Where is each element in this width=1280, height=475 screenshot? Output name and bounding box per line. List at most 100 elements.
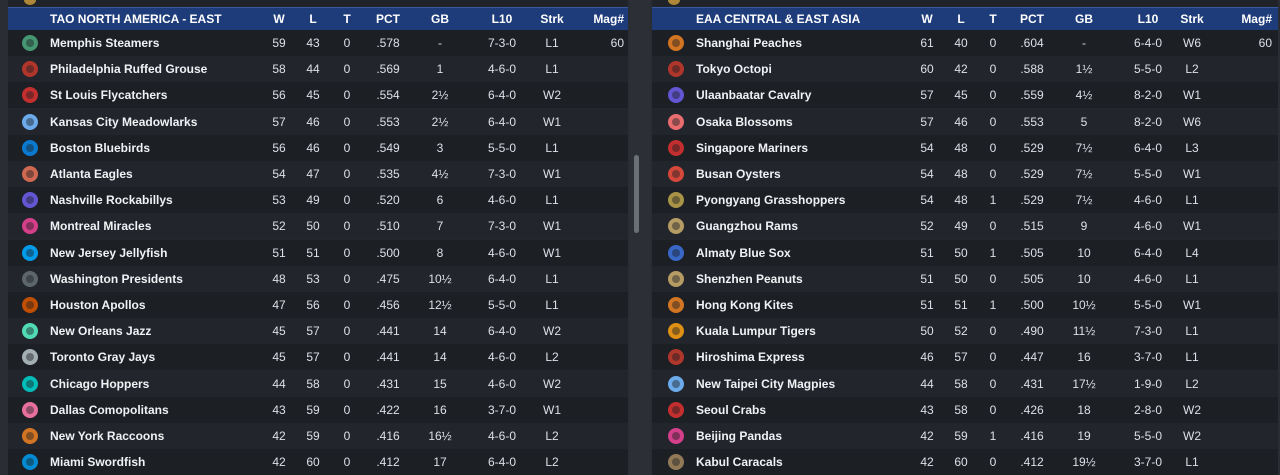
team-name-link[interactable]: Kansas City Meadowlarks	[50, 114, 198, 129]
col-w-header[interactable]: W	[921, 12, 933, 26]
team-row[interactable]: St Louis Flycatchers 56 45 0 .554 2½ 6-4-0 W2	[8, 82, 628, 109]
team-name-link[interactable]: Memphis Steamers	[50, 36, 160, 50]
team-row[interactable]: Guangzhou Rams 52 49 0 .515 9 4-6-0 W1	[652, 213, 1278, 240]
division-header: TAO NORTH AMERICA - EAST W L T PCT GB L1…	[8, 7, 628, 30]
team-row[interactable]: Kansas City Meadowlarks 57 46 0 .553 2½ 6-4-0 W…	[8, 108, 628, 135]
team-row[interactable]: Busan Oysters 54 48 0 .529 7½ 5-5-0 W1	[652, 161, 1278, 187]
team-row[interactable]: Shanghai Peaches 61 40 0 .604 - 6-4-0 W6 60	[652, 30, 1278, 56]
team-name-link[interactable]: Montreal Miracles	[50, 219, 152, 234]
team-name-link[interactable]: Miami Swordfish	[50, 455, 146, 470]
team-row[interactable]: Washington Presidents 48 53 0 .475 10½ 6-4-0 L1	[8, 265, 628, 292]
team-name-link[interactable]: New Orleans Jazz	[50, 324, 152, 339]
team-row[interactable]: New Taipei City Magpies 44 58 0 .431 17½ 1-9-0…	[652, 370, 1278, 397]
team-row[interactable]: Atlanta Eagles 54 47 0 .535 4½ 7-3-0 W1	[8, 161, 628, 187]
team-row[interactable]: New Orleans Jazz 45 57 0 .441 14 6-4-0 W2	[8, 318, 628, 345]
col-t-header[interactable]: T	[343, 12, 351, 26]
cell-w: 46	[920, 350, 934, 365]
team-name-link[interactable]: Dallas Comopolitans	[50, 402, 169, 417]
team-name-link[interactable]: Ulaanbaatar Cavalry	[696, 88, 812, 103]
team-row[interactable]: Houston Apollos 47 56 0 .456 12½ 5-5-0 L1	[8, 292, 628, 318]
cell-strk: L2	[1185, 376, 1199, 391]
team-name-link[interactable]: Osaka Blossoms	[696, 114, 793, 129]
team-row[interactable]: Ulaanbaatar Cavalry 57 45 0 .559 4½ 8-2-0 W1	[652, 82, 1278, 109]
team-row[interactable]: Philadelphia Ruffed Grouse 58 44 0 .569 1 4-6-…	[8, 56, 628, 83]
team-row[interactable]: Nashville Rockabillys 53 49 0 .520 6 4-6-0 L1	[8, 187, 628, 214]
team-name-link[interactable]: New Taipei City Magpies	[696, 376, 836, 391]
team-row[interactable]: Osaka Blossoms 57 46 0 .553 5 8-2-0 W6	[652, 108, 1278, 135]
team-row[interactable]: Beijing Pandas 42 59 1 .416 19 5-5-0 W2	[652, 423, 1278, 449]
col-gb-header[interactable]: GB	[1075, 12, 1093, 26]
cell-pct: .569	[376, 62, 400, 77]
col-mag-header[interactable]: Mag#	[1241, 12, 1272, 26]
team-name-link[interactable]: New Jersey Jellyfish	[50, 245, 168, 260]
col-pct-header[interactable]: PCT	[1020, 12, 1044, 26]
team-row[interactable]: Singapore Mariners 54 48 0 .529 7½ 6-4-0 L3	[652, 134, 1278, 161]
team-row[interactable]: Dallas Comopolitans 43 59 0 .422 16 3-7-0 W1	[8, 396, 628, 423]
team-name-link[interactable]: Houston Apollos	[50, 298, 146, 312]
team-name-link[interactable]: Atlanta Eagles	[50, 167, 133, 181]
cell-w: 57	[920, 88, 934, 103]
col-gb-header[interactable]: GB	[431, 12, 449, 26]
team-row[interactable]: Kuala Lumpur Tigers 50 52 0 .490 11½ 7-3-0 L1	[652, 318, 1278, 345]
team-name-link[interactable]: Nashville Rockabillys	[50, 193, 173, 208]
col-l10-header[interactable]: L10	[1137, 12, 1159, 26]
cell-strk: W1	[1183, 298, 1201, 312]
team-name-link[interactable]: Seoul Crabs	[696, 402, 767, 417]
col-w-header[interactable]: W	[273, 12, 285, 26]
team-name-link[interactable]: Beijing Pandas	[696, 429, 783, 443]
team-name-link[interactable]: Singapore Mariners	[696, 140, 809, 155]
team-row[interactable]: Tokyo Octopi 60 42 0 .588 1½ 5-5-0 L2	[652, 56, 1278, 83]
team-name-link[interactable]: Kabul Caracals	[696, 455, 783, 470]
col-l10-header[interactable]: L10	[491, 12, 513, 26]
team-row[interactable]: Montreal Miracles 52 50 0 .510 7 7-3-0 W1	[8, 213, 628, 240]
team-row[interactable]: Hiroshima Express 46 57 0 .447 16 3-7-0 L1	[652, 344, 1278, 371]
team-row[interactable]: Memphis Steamers 59 43 0 .578 - 7-3-0 L1 60	[8, 30, 628, 56]
team-name-link[interactable]: Shenzhen Peanuts	[696, 271, 803, 286]
cell-strk: L1	[1185, 193, 1199, 208]
team-name-link[interactable]: St Louis Flycatchers	[50, 88, 168, 103]
team-name-link[interactable]: Tokyo Octopi	[696, 62, 772, 77]
col-l-header[interactable]: L	[309, 12, 317, 26]
team-name-link[interactable]: Shanghai Peaches	[696, 36, 803, 50]
cell-pct: .500	[1020, 298, 1044, 312]
team-name-link[interactable]: Toronto Gray Jays	[50, 350, 156, 365]
team-row[interactable]: Miami Swordfish 42 60 0 .412 17 6-4-0 L2	[8, 449, 628, 475]
team-name-link[interactable]: Hiroshima Express	[696, 350, 805, 365]
team-name-link[interactable]: Kuala Lumpur Tigers	[696, 324, 816, 339]
cell-t: 0	[343, 167, 351, 181]
team-row[interactable]: Hong Kong Kites 51 51 1 .500 10½ 5-5-0 W1	[652, 292, 1278, 318]
cell-l10: 8-2-0	[1133, 88, 1162, 103]
team-row[interactable]: Shenzhen Peanuts 51 50 0 .505 10 4-6-0 L1	[652, 265, 1278, 292]
team-row[interactable]: Almaty Blue Sox 51 50 1 .505 10 6-4-0 L4	[652, 239, 1278, 266]
team-name-link[interactable]: Guangzhou Rams	[696, 219, 799, 234]
cell-strk: W1	[543, 402, 561, 417]
team-name-link[interactable]: Chicago Hoppers	[50, 376, 150, 391]
team-row[interactable]: Boston Bluebirds 56 46 0 .549 3 5-5-0 L1	[8, 134, 628, 161]
team-row[interactable]: Seoul Crabs 43 58 0 .426 18 2-8-0 W2	[652, 396, 1278, 423]
cell-l: 58	[954, 376, 968, 391]
team-row[interactable]: Kabul Caracals 42 60 0 .412 19½ 3-7-0 L1	[652, 449, 1278, 475]
team-row[interactable]: New York Raccoons 42 59 0 .416 16½ 4-6-0 L2	[8, 423, 628, 449]
team-name-link[interactable]: Pyongyang Grasshoppers	[696, 193, 846, 208]
col-t-header[interactable]: T	[989, 12, 997, 26]
team-name-link[interactable]: Hong Kong Kites	[696, 298, 794, 312]
cell-l10: 4-6-0	[1133, 271, 1162, 286]
team-name-link[interactable]: Philadelphia Ruffed Grouse	[50, 62, 208, 77]
team-name-link[interactable]: Almaty Blue Sox	[696, 245, 791, 260]
col-mag-header[interactable]: Mag#	[593, 12, 624, 26]
team-row[interactable]: Chicago Hoppers 44 58 0 .431 15 4-6-0 W2	[8, 370, 628, 397]
col-strk-header[interactable]: Strk	[540, 12, 564, 26]
team-name-link[interactable]: New York Raccoons	[50, 429, 165, 443]
col-strk-header[interactable]: Strk	[1180, 12, 1204, 26]
team-name-link[interactable]: Washington Presidents	[50, 271, 183, 286]
team-name-link[interactable]: Boston Bluebirds	[50, 140, 151, 155]
col-l-header[interactable]: L	[957, 12, 965, 26]
scrollbar-thumb[interactable]	[634, 155, 639, 233]
cell-t: 0	[989, 62, 997, 77]
team-row[interactable]: New Jersey Jellyfish 51 51 0 .500 8 4-6-0 W1	[8, 239, 628, 266]
team-name-link[interactable]: Busan Oysters	[696, 167, 781, 181]
cell-gb: 9	[1080, 219, 1088, 234]
team-row[interactable]: Toronto Gray Jays 45 57 0 .441 14 4-6-0 L2	[8, 344, 628, 371]
team-row[interactable]: Pyongyang Grasshoppers 54 48 1 .529 7½ 4-6-0 L1	[652, 187, 1278, 214]
col-pct-header[interactable]: PCT	[376, 12, 400, 26]
